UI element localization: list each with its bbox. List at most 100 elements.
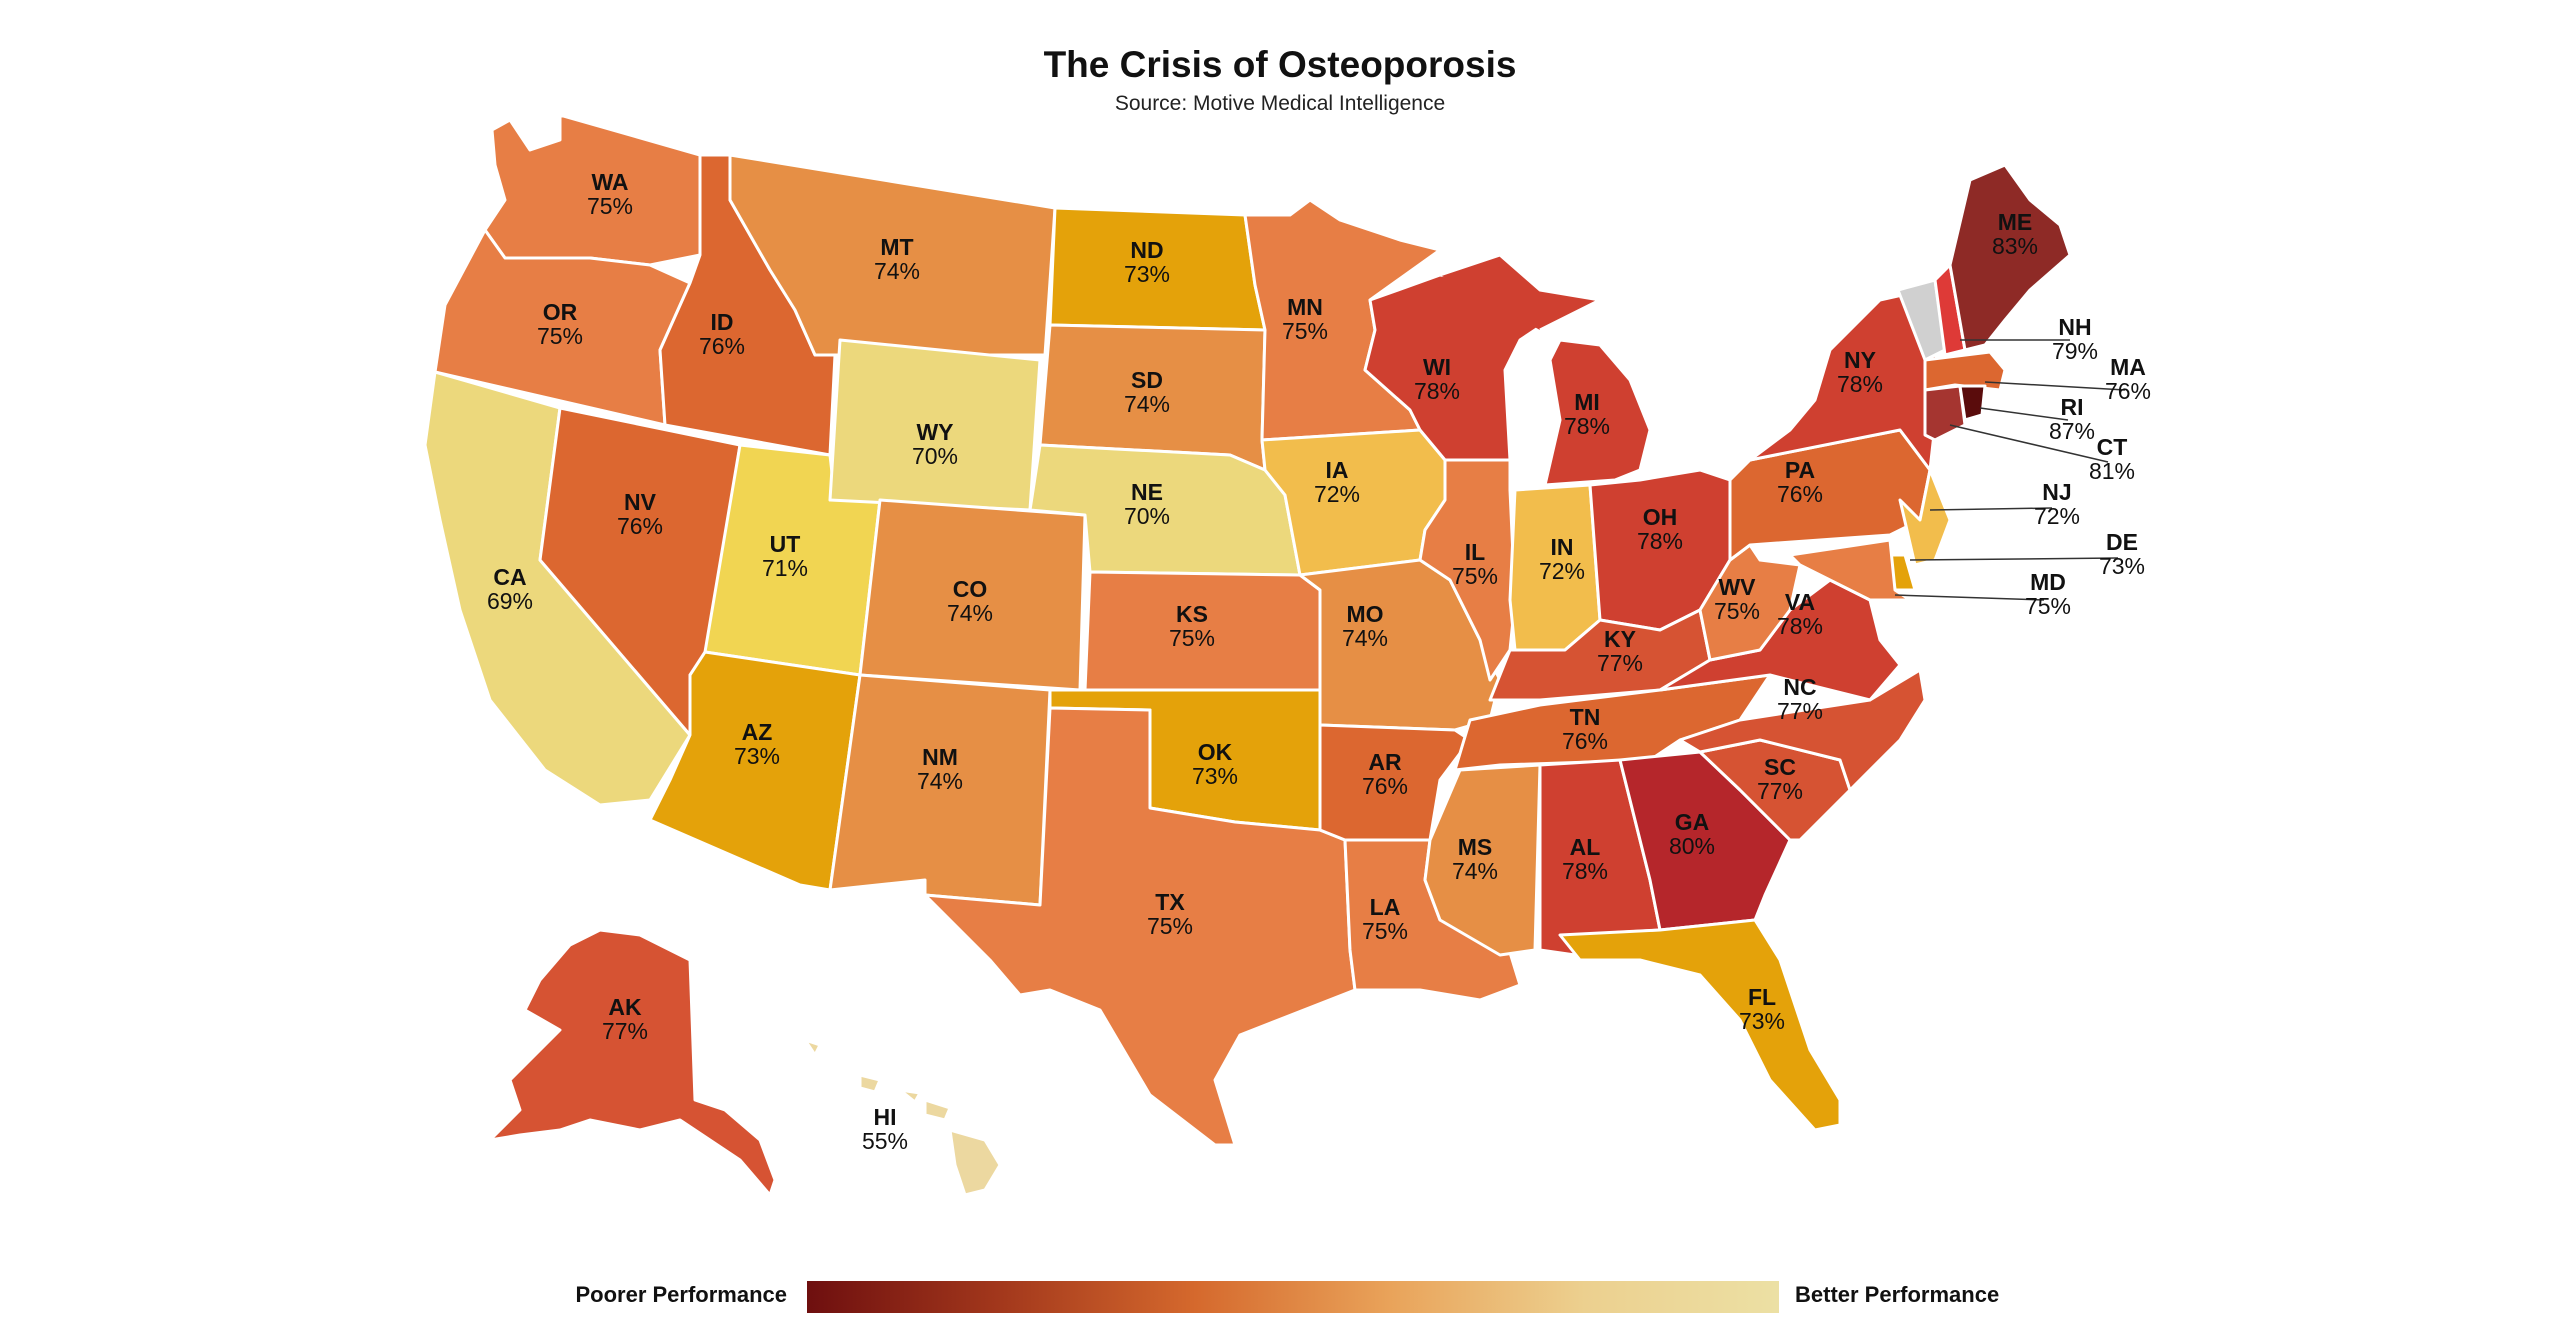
state-abbr-DE: DE <box>2106 529 2138 555</box>
state-value-ME: 83% <box>1992 233 2038 259</box>
state-PA[interactable] <box>1728 428 1932 562</box>
state-MD[interactable] <box>1788 538 1912 602</box>
state-value-WA: 75% <box>587 193 633 219</box>
state-value-IL: 75% <box>1452 563 1498 589</box>
state-abbr-MT: MT <box>880 234 913 260</box>
state-MI[interactable] <box>1439 253 1652 487</box>
leader-line-CT <box>1949 424 2109 463</box>
state-value-IN: 72% <box>1539 558 1585 584</box>
state-MA[interactable] <box>1923 350 2007 392</box>
state-value-DE: 73% <box>2099 553 2145 579</box>
state-abbr-MA: MA <box>2110 354 2146 380</box>
state-abbr-WA: WA <box>591 169 628 195</box>
state-abbr-RI: RI <box>2061 394 2084 420</box>
state-abbr-LA: LA <box>1370 894 1401 920</box>
leader-line-DE <box>1909 557 2119 561</box>
state-abbr-MN: MN <box>1287 294 1323 320</box>
state-value-AR: 76% <box>1362 773 1408 799</box>
state-abbr-SD: SD <box>1131 367 1163 393</box>
state-value-MO: 74% <box>1342 625 1388 651</box>
state-value-OK: 73% <box>1192 763 1238 789</box>
state-value-UT: 71% <box>762 555 808 581</box>
state-CT[interactable] <box>1923 384 1967 442</box>
state-value-FL: 73% <box>1739 1008 1785 1034</box>
state-abbr-VA: VA <box>1785 589 1815 615</box>
state-value-NM: 74% <box>917 768 963 794</box>
state-abbr-KY: KY <box>1604 626 1636 652</box>
state-value-HI: 55% <box>862 1128 908 1154</box>
state-abbr-ME: ME <box>1998 209 2033 235</box>
state-value-MN: 75% <box>1282 318 1328 344</box>
state-value-LA: 75% <box>1362 918 1408 944</box>
state-value-CT: 81% <box>2089 458 2135 484</box>
state-value-CA: 69% <box>487 588 533 614</box>
state-HI[interactable] <box>803 1038 1002 1197</box>
state-value-NV: 76% <box>617 513 663 539</box>
map-title: The Crisis of Osteoporosis <box>1043 44 1517 85</box>
state-value-MA: 76% <box>2105 378 2151 404</box>
state-IL[interactable] <box>1418 458 1517 682</box>
state-value-NC: 77% <box>1777 698 1823 724</box>
state-RI[interactable] <box>1958 384 1987 422</box>
state-NC[interactable] <box>1678 668 1927 792</box>
state-value-SD: 74% <box>1124 391 1170 417</box>
state-value-MD: 75% <box>2025 593 2071 619</box>
state-abbr-GA: GA <box>1675 809 1710 835</box>
state-TX[interactable] <box>923 706 1357 1147</box>
state-value-MS: 74% <box>1452 858 1498 884</box>
state-value-TN: 76% <box>1562 728 1608 754</box>
state-NJ[interactable] <box>1898 468 1952 567</box>
state-abbr-IN: IN <box>1551 534 1574 560</box>
map-subtitle: Source: Motive Medical Intelligence <box>1114 92 1446 115</box>
state-value-KS: 75% <box>1169 625 1215 651</box>
state-abbr-MO: MO <box>1346 601 1383 627</box>
state-value-MT: 74% <box>874 258 920 284</box>
state-value-VA: 78% <box>1777 613 1823 639</box>
state-abbr-NJ: NJ <box>2042 479 2071 505</box>
leader-line-NJ <box>1929 507 2053 511</box>
state-value-WY: 70% <box>912 443 958 469</box>
state-value-OH: 78% <box>1637 528 1683 554</box>
state-abbr-MD: MD <box>2030 569 2066 595</box>
state-abbr-TX: TX <box>1155 889 1185 915</box>
state-abbr-IL: IL <box>1465 539 1485 565</box>
state-value-NY: 78% <box>1837 371 1883 397</box>
state-AR[interactable] <box>1318 723 1472 842</box>
state-abbr-ND: ND <box>1130 237 1163 263</box>
state-value-GA: 80% <box>1669 833 1715 859</box>
state-value-AZ: 73% <box>734 743 780 769</box>
leader-line-MD <box>1894 594 2045 601</box>
state-value-ID: 76% <box>699 333 745 359</box>
legend-low-label: Poorer Performance <box>575 1282 787 1307</box>
state-abbr-ID: ID <box>711 309 734 335</box>
state-abbr-CO: CO <box>953 576 988 602</box>
state-abbr-WI: WI <box>1423 354 1451 380</box>
state-abbr-OR: OR <box>543 299 578 325</box>
state-FL[interactable] <box>1558 918 1842 1132</box>
state-abbr-FL: FL <box>1748 984 1776 1010</box>
state-abbr-OH: OH <box>1643 504 1678 530</box>
state-value-NE: 70% <box>1124 503 1170 529</box>
state-abbr-UT: UT <box>770 531 801 557</box>
state-value-OR: 75% <box>537 323 583 349</box>
state-abbr-AK: AK <box>608 994 642 1020</box>
state-abbr-WV: WV <box>1718 574 1756 600</box>
state-value-AK: 77% <box>602 1018 648 1044</box>
state-value-SC: 77% <box>1757 778 1803 804</box>
state-value-PA: 76% <box>1777 481 1823 507</box>
state-abbr-MS: MS <box>1458 834 1493 860</box>
state-abbr-TN: TN <box>1570 704 1601 730</box>
state-ME[interactable] <box>1948 163 2072 352</box>
state-value-RI: 87% <box>2049 418 2095 444</box>
state-abbr-CA: CA <box>493 564 526 590</box>
state-AK[interactable] <box>488 928 777 1197</box>
state-abbr-HI: HI <box>874 1104 897 1130</box>
state-value-NH: 79% <box>2052 338 2098 364</box>
state-abbr-NY: NY <box>1844 347 1876 373</box>
state-abbr-IA: IA <box>1326 457 1349 483</box>
state-value-TX: 75% <box>1147 913 1193 939</box>
state-abbr-AR: AR <box>1368 749 1402 775</box>
state-abbr-OK: OK <box>1198 739 1233 765</box>
state-abbr-MI: MI <box>1574 389 1600 415</box>
